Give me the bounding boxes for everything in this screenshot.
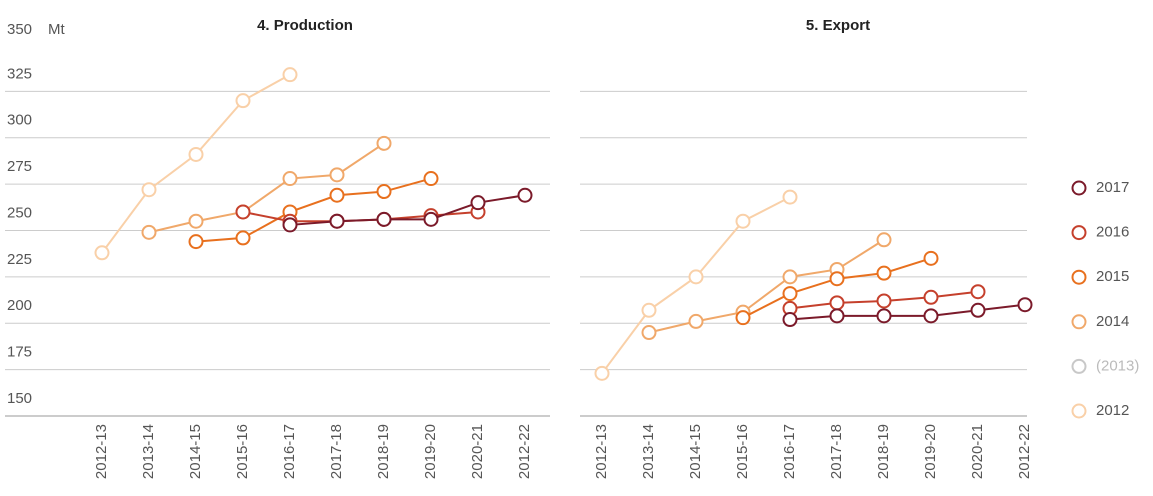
data-point xyxy=(829,308,845,324)
legend-label: 2016 xyxy=(1096,224,1129,241)
x-tick-label: 2018-19 xyxy=(875,424,892,479)
data-point xyxy=(235,230,251,246)
data-point xyxy=(735,310,751,326)
x-tick-label: 2019-20 xyxy=(422,424,439,479)
legend-marker xyxy=(1071,225,1087,241)
data-point xyxy=(970,302,986,318)
data-point xyxy=(141,182,157,198)
data-point xyxy=(94,245,110,261)
data-point xyxy=(188,234,204,250)
data-point xyxy=(282,217,298,233)
y-tick-label: 300 xyxy=(7,112,32,129)
data-point xyxy=(782,286,798,302)
data-point xyxy=(188,213,204,229)
data-point xyxy=(688,313,704,329)
y-tick-label: 150 xyxy=(7,390,32,407)
x-tick-label: 2015-16 xyxy=(734,424,751,479)
x-tick-label: 2015-16 xyxy=(234,424,251,479)
legend-label: 2015 xyxy=(1096,268,1129,285)
series-line xyxy=(648,238,885,334)
x-tick-label: 2012-13 xyxy=(93,424,110,479)
x-tick-label: 2020-21 xyxy=(469,424,486,479)
y-tick-label: 250 xyxy=(7,204,32,221)
data-point xyxy=(188,146,204,162)
data-point xyxy=(376,211,392,227)
legend-marker xyxy=(1071,269,1087,285)
data-point xyxy=(423,171,439,187)
y-tick-label: 325 xyxy=(7,65,32,82)
x-tick-label: 2017-18 xyxy=(828,424,845,479)
data-point xyxy=(329,187,345,203)
legend-label: 2014 xyxy=(1096,313,1129,330)
data-point xyxy=(376,135,392,151)
legend-marker xyxy=(1071,180,1087,196)
data-point xyxy=(235,204,251,220)
data-point xyxy=(235,93,251,109)
data-point xyxy=(423,211,439,227)
x-tick-label: 2017-18 xyxy=(328,424,345,479)
data-point xyxy=(923,250,939,266)
data-point xyxy=(829,271,845,287)
x-tick-label: 2012-22 xyxy=(516,424,533,479)
y-tick-label: 225 xyxy=(7,251,32,268)
chart-title: 4. Production xyxy=(257,17,353,34)
series-line xyxy=(195,177,432,243)
legend-marker xyxy=(1071,358,1087,374)
data-point xyxy=(329,213,345,229)
x-tick-label: 2013-14 xyxy=(640,424,657,479)
legend-label: 2012 xyxy=(1096,402,1129,419)
data-point xyxy=(876,293,892,309)
x-tick-label: 2018-19 xyxy=(375,424,392,479)
x-tick-label: 2019-20 xyxy=(922,424,939,479)
data-point xyxy=(782,189,798,205)
data-point xyxy=(782,312,798,328)
x-tick-label: 2020-21 xyxy=(969,424,986,479)
data-point xyxy=(876,308,892,324)
data-point xyxy=(970,284,986,300)
data-point xyxy=(782,269,798,285)
data-point xyxy=(923,308,939,324)
y-unit: Mt xyxy=(48,21,65,38)
data-point xyxy=(876,265,892,281)
data-point xyxy=(641,302,657,318)
y-tick-label: 200 xyxy=(7,297,32,314)
data-point xyxy=(329,167,345,183)
x-tick-label: 2016-17 xyxy=(281,424,298,479)
y-tick-label: 175 xyxy=(7,344,32,361)
data-point xyxy=(517,187,533,203)
chart-title: 5. Export xyxy=(806,17,870,34)
x-tick-label: 2016-17 xyxy=(781,424,798,479)
data-point xyxy=(688,269,704,285)
data-point xyxy=(923,289,939,305)
legend-marker xyxy=(1071,314,1087,330)
legend-marker xyxy=(1071,403,1087,419)
y-tick-label: 350 xyxy=(7,21,32,38)
legend-label: 2017 xyxy=(1096,179,1129,196)
data-point xyxy=(641,325,657,341)
series-line xyxy=(789,303,1026,321)
data-point xyxy=(1017,297,1033,313)
x-tick-label: 2012-22 xyxy=(1016,424,1033,479)
data-point xyxy=(876,232,892,248)
x-tick-label: 2012-13 xyxy=(593,424,610,479)
legend-label: (2013) xyxy=(1096,357,1139,374)
series-line xyxy=(148,142,385,234)
data-point xyxy=(829,295,845,311)
x-tick-label: 2013-14 xyxy=(140,424,157,479)
data-point xyxy=(376,184,392,200)
data-point xyxy=(141,224,157,240)
data-point xyxy=(735,213,751,229)
data-point xyxy=(470,195,486,211)
series-line xyxy=(601,196,791,374)
y-tick-label: 275 xyxy=(7,158,32,175)
data-point xyxy=(594,365,610,381)
x-tick-label: 2014-15 xyxy=(687,424,704,479)
series-line xyxy=(289,194,526,226)
data-point xyxy=(282,67,298,83)
x-tick-label: 2014-15 xyxy=(187,424,204,479)
data-point xyxy=(282,171,298,187)
